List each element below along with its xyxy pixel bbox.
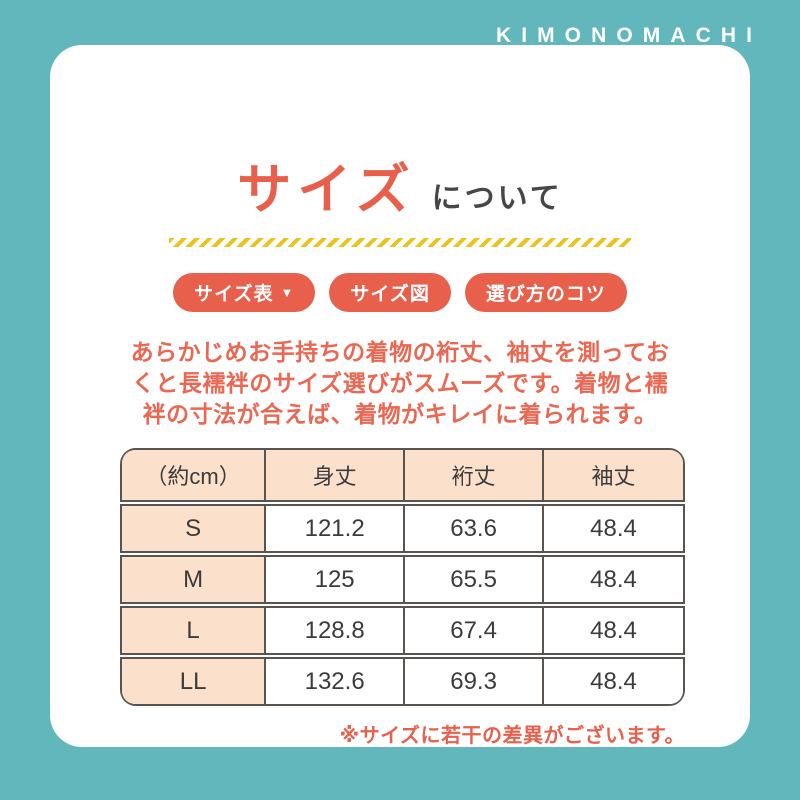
table-row: LL 132.6 69.3 48.4	[120, 657, 685, 706]
size-table-button[interactable]: サイズ表 ▼	[173, 273, 316, 312]
description-line: くと長襦袢のサイズ選びがスムーズです。着物と襦	[131, 370, 669, 396]
how-to-choose-button-label: 選び方のコツ	[485, 284, 606, 305]
size-label: LL	[122, 659, 267, 704]
value-cell: 121.2	[266, 506, 406, 551]
size-table: （約cm） 身丈 裄丈 袖丈 S 121.2 63.6 48.4 M 125 6…	[120, 448, 685, 706]
value-cell: 63.6	[405, 506, 545, 551]
value-cell: 48.4	[544, 557, 683, 602]
value-cell: 48.4	[544, 659, 683, 704]
value-cell: 125	[266, 557, 406, 602]
description-line: 袢の寸法が合えば、着物がキレイに着られます。	[142, 401, 658, 427]
header-cell-unit: （約cm）	[122, 450, 267, 500]
value-cell: 65.5	[405, 557, 545, 602]
how-to-choose-button[interactable]: 選び方のコツ	[464, 273, 627, 312]
value-cell: 132.6	[266, 659, 406, 704]
value-cell: 69.3	[405, 659, 545, 704]
description-text: あらかじめお手持ちの着物の裄丈、袖丈を測ってお くと長襦袢のサイズ選びがスムーズ…	[50, 337, 750, 430]
size-table-button-label: サイズ表	[194, 284, 274, 305]
header-cell-mitake: 身丈	[266, 450, 406, 500]
size-diagram-button[interactable]: サイズ図	[329, 273, 451, 312]
description-line: あらかじめお手持ちの着物の裄丈、袖丈を測ってお	[130, 339, 670, 365]
size-label: S	[122, 506, 267, 551]
content-card: サイズ について サイズ表 ▼ サイズ図 選び方のコツ あらかじめお手持ちの着物の…	[50, 45, 750, 747]
value-cell: 48.4	[544, 608, 683, 653]
page-title: サイズ について	[50, 45, 750, 224]
header-cell-yukitake: 裄丈	[405, 450, 545, 500]
disclaimer-note: ※サイズに若干の差異がございます。	[339, 725, 685, 747]
value-cell: 67.4	[405, 608, 545, 653]
striped-divider	[169, 238, 631, 247]
size-label: M	[122, 557, 267, 602]
value-cell: 48.4	[544, 506, 683, 551]
size-label: L	[122, 608, 267, 653]
chevron-down-icon: ▼	[280, 285, 295, 300]
size-diagram-button-label: サイズ図	[350, 284, 430, 305]
table-header-row: （約cm） 身丈 裄丈 袖丈	[120, 448, 685, 502]
table-row: S 121.2 63.6 48.4	[120, 504, 685, 553]
title-suffix: について	[431, 182, 563, 215]
value-cell: 128.8	[266, 608, 406, 653]
header-cell-sodetake: 袖丈	[544, 450, 683, 500]
title-main: サイズ	[237, 160, 416, 220]
brand-logo: KIMONOMACHI	[495, 24, 762, 47]
table-row: L 128.8 67.4 48.4	[120, 606, 685, 655]
section-nav: サイズ表 ▼ サイズ図 選び方のコツ	[50, 273, 750, 312]
table-row: M 125 65.5 48.4	[120, 555, 685, 604]
